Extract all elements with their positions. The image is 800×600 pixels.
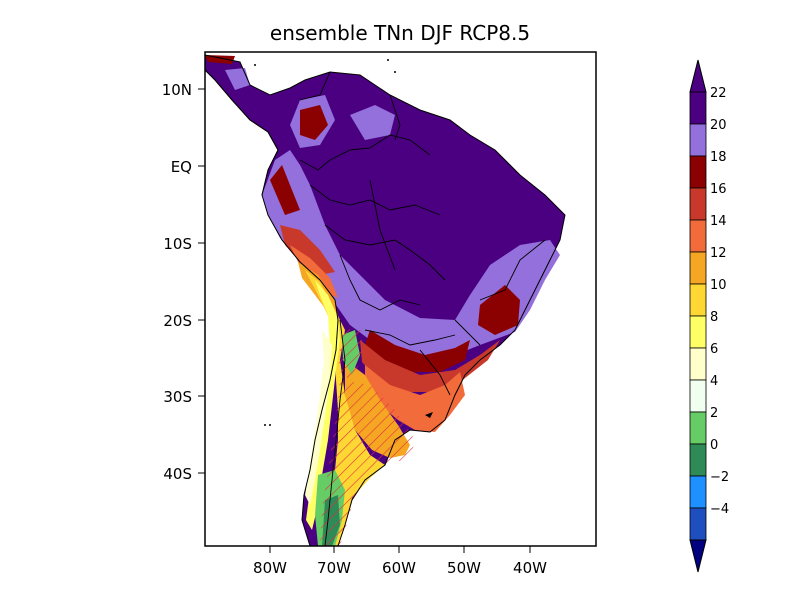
map-frame	[204, 51, 597, 547]
colorbar-label: 2	[710, 406, 718, 421]
lon-axis: 80W 70W 60W 50W 40W	[253, 546, 547, 577]
colorbar-label: −2	[710, 470, 729, 485]
colorbar-label: 10	[710, 278, 727, 293]
lon-tick-label: 80W	[253, 559, 287, 577]
colorbar-segment	[689, 251, 707, 285]
lon-tick-label: 40W	[513, 559, 547, 577]
lat-tick-label: 10N	[162, 81, 192, 99]
country-borders	[205, 69, 546, 546]
colorbar-label: 0	[710, 438, 718, 453]
colorbar-segment	[689, 411, 707, 445]
colorbar-segment	[689, 91, 707, 125]
significance-hatching	[320, 380, 415, 546]
band-16-18	[280, 225, 335, 275]
colorbar-segment	[689, 347, 707, 381]
map-title: ensemble TNn DJF RCP8.5	[270, 21, 530, 45]
colorbar-label: 12	[710, 246, 727, 261]
map-panel	[205, 52, 596, 546]
colorbar-segment	[689, 155, 707, 189]
colorbar-segment	[689, 187, 707, 221]
colorbar-segment	[689, 443, 707, 477]
colorbar-label: 6	[710, 342, 718, 357]
small-islands	[254, 59, 433, 426]
colorbar-bottom-arrow	[689, 539, 707, 573]
lon-tick-label: 60W	[382, 559, 416, 577]
colorbar-label: −4	[710, 502, 729, 517]
colorbar-top-arrow	[689, 59, 707, 93]
colorbar-segment	[689, 379, 707, 413]
lat-axis: 10N EQ 10S 20S 30S 40S	[162, 81, 205, 483]
lat-tick-label: 10S	[163, 235, 192, 253]
colorbar-segment	[689, 123, 707, 157]
colorbar-segment	[689, 283, 707, 317]
colorbar-label: 4	[710, 374, 718, 389]
lat-tick-label: 40S	[163, 465, 192, 483]
colorbar-label: 20	[710, 118, 727, 133]
colorbar-segment	[689, 219, 707, 253]
colorbar-label: 8	[710, 310, 718, 325]
band-18-20	[300, 105, 328, 140]
colorbar-segment	[689, 475, 707, 509]
colorbar-label: 14	[710, 214, 727, 229]
colorbar-segment	[689, 315, 707, 349]
lon-tick-label: 50W	[447, 559, 481, 577]
lat-tick-label: EQ	[171, 158, 192, 176]
colorbar-segment	[689, 507, 707, 541]
lat-tick-label: 30S	[163, 388, 192, 406]
colorbar-label: 22	[710, 86, 727, 101]
coastline	[205, 54, 566, 546]
colorbar-label: 18	[710, 150, 727, 165]
colorbar-label: 16	[710, 182, 727, 197]
lon-tick-label: 70W	[317, 559, 351, 577]
band-14-16	[290, 245, 338, 298]
lat-tick-label: 20S	[163, 312, 192, 330]
